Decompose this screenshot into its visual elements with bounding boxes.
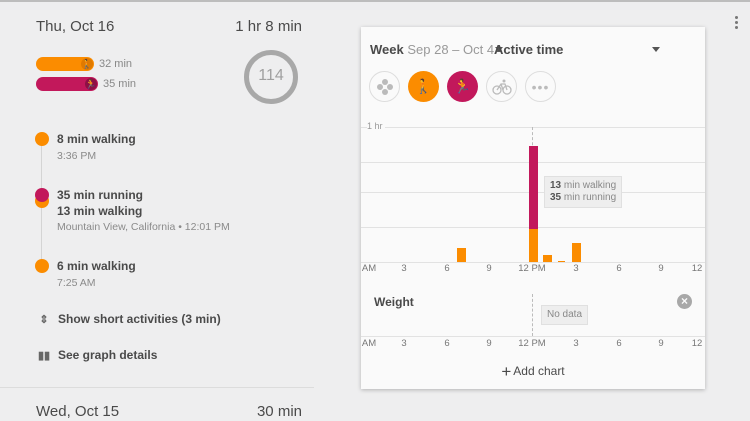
- all-activities-filter[interactable]: [369, 71, 400, 102]
- day-detail-panel: Thu, Oct 16 1 hr 8 min 🚶 32 min 🏃 35 min…: [0, 2, 318, 421]
- weight-chart-title: Weight: [374, 295, 414, 309]
- running-dot: [35, 188, 49, 202]
- see-graph-details-button[interactable]: ▮▮ See graph details: [37, 348, 158, 362]
- walking-dot: [35, 132, 49, 146]
- day-date: Thu, Oct 16: [36, 18, 115, 35]
- walking-icon: 🚶: [414, 78, 433, 94]
- walking-summary-bar: 🚶 32 min: [36, 57, 132, 71]
- show-short-activities-button[interactable]: ⇕ Show short activities (3 min): [37, 312, 220, 326]
- top-divider: [0, 0, 750, 2]
- activity-location-time: Mountain View, California • 12:01 PM: [57, 221, 230, 233]
- chart-bar[interactable]: [457, 248, 466, 262]
- running-icon: 🏃: [453, 78, 472, 94]
- activity-title[interactable]: 35 min running: [57, 188, 144, 202]
- chart-bar-running[interactable]: [529, 146, 538, 229]
- expand-icon: ⇕: [39, 313, 49, 326]
- heart-points-ring: 114: [244, 50, 298, 104]
- day-header: Thu, Oct 16 1 hr 8 min: [36, 18, 302, 38]
- running-filter[interactable]: 🏃: [447, 71, 478, 102]
- activities-icon: [376, 78, 393, 95]
- overflow-menu-icon[interactable]: [735, 16, 739, 31]
- activity-title[interactable]: 6 min walking: [57, 259, 136, 273]
- biking-icon: [491, 79, 512, 95]
- chart-bar-walking[interactable]: [529, 229, 538, 262]
- walking-dot: [35, 259, 49, 273]
- running-summary-bar: 🏃 35 min: [36, 77, 136, 91]
- metric-selector[interactable]: Active time: [494, 42, 564, 57]
- chart-bar[interactable]: [543, 255, 552, 262]
- add-chart-button[interactable]: + Add chart: [501, 362, 565, 381]
- activity-time: 3:36 PM: [57, 150, 97, 162]
- chart-bar[interactable]: [558, 261, 565, 262]
- activity-title[interactable]: 13 min walking: [57, 204, 143, 218]
- biking-filter[interactable]: [486, 71, 517, 102]
- walking-icon: 🚶: [81, 58, 93, 70]
- bar-chart-icon: ▮▮: [37, 349, 51, 362]
- chart-tooltip: 13 min walking 35 min running: [544, 176, 623, 208]
- chart-card: Week Sep 28 – Oct 4 Active time 🚶 🏃 ••• …: [361, 27, 705, 389]
- more-icon: •••: [531, 78, 550, 95]
- plus-icon: +: [501, 362, 512, 381]
- running-icon: 🏃: [85, 78, 97, 90]
- remove-chart-button[interactable]: ×: [677, 294, 692, 309]
- period-selector[interactable]: Week Sep 28 – Oct 4: [370, 42, 495, 57]
- walking-filter[interactable]: 🚶: [408, 71, 439, 102]
- no-data-tooltip: No data: [541, 305, 589, 325]
- next-day-header[interactable]: Wed, Oct 15 30 min: [36, 403, 302, 420]
- day-divider: [0, 387, 314, 388]
- activity-title[interactable]: 8 min walking: [57, 132, 136, 146]
- metric-dropdown-icon[interactable]: [652, 47, 660, 52]
- period-dropdown-icon[interactable]: [495, 47, 503, 52]
- day-total: 1 hr 8 min: [235, 18, 302, 35]
- chart-bar[interactable]: [572, 243, 581, 262]
- more-filter[interactable]: •••: [525, 71, 556, 102]
- active-time-chart: 1 hr 13 min walking 35 min running: [361, 121, 705, 263]
- activity-time: 7:25 AM: [57, 277, 96, 289]
